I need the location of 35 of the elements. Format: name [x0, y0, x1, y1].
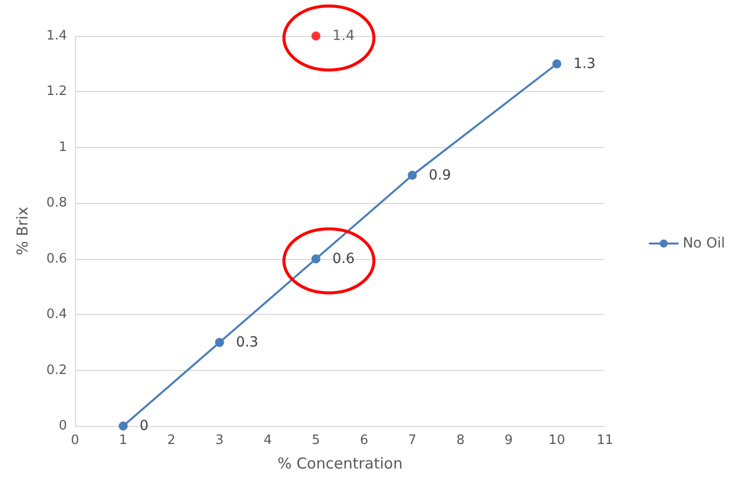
y-tick-label: 1.2 — [46, 84, 67, 100]
point — [311, 32, 320, 40]
x-tick-label: 7 — [408, 433, 416, 448]
x-axis-title: % Concentration — [277, 454, 403, 472]
y-tick-label: 0.6 — [46, 251, 67, 266]
y-tick-label: 0 — [58, 418, 67, 434]
x-tick-label: 11 — [596, 433, 614, 448]
point — [408, 170, 417, 180]
x-tick-label: 10 — [548, 433, 566, 448]
x-tick-label: 2 — [167, 433, 176, 448]
x-tick-label: 9 — [504, 433, 513, 448]
data-label: 1.4 — [332, 28, 355, 44]
point — [552, 59, 562, 68]
data-label: 1.3 — [573, 56, 596, 72]
x-tick-label: 5 — [312, 433, 320, 448]
point — [118, 422, 128, 430]
y-tick-label: 0.2 — [46, 362, 67, 378]
y-tick-label: 0.4 — [46, 307, 67, 322]
x-tick-label: 8 — [456, 433, 465, 448]
legend-label: No Oil — [682, 236, 726, 252]
data-label: 0.9 — [428, 167, 452, 184]
point — [311, 254, 320, 264]
y-tick-label: 1.4 — [46, 28, 67, 44]
x-tick-label: 1 — [119, 433, 128, 448]
data-label: 0.6 — [332, 250, 355, 267]
x-tick-label: 4 — [264, 433, 272, 448]
point — [215, 338, 224, 347]
y-tick-label: 0.8 — [46, 196, 67, 211]
x-tick-label: 3 — [215, 433, 224, 448]
x-tick-label: 0 — [70, 433, 80, 448]
y-tick-label: 1 — [58, 140, 67, 155]
data-label: 0.3 — [236, 334, 258, 350]
data-label: 0 — [140, 418, 149, 434]
x-tick-label: 6 — [360, 433, 368, 448]
y-axis-title: % Brix — [14, 206, 32, 256]
